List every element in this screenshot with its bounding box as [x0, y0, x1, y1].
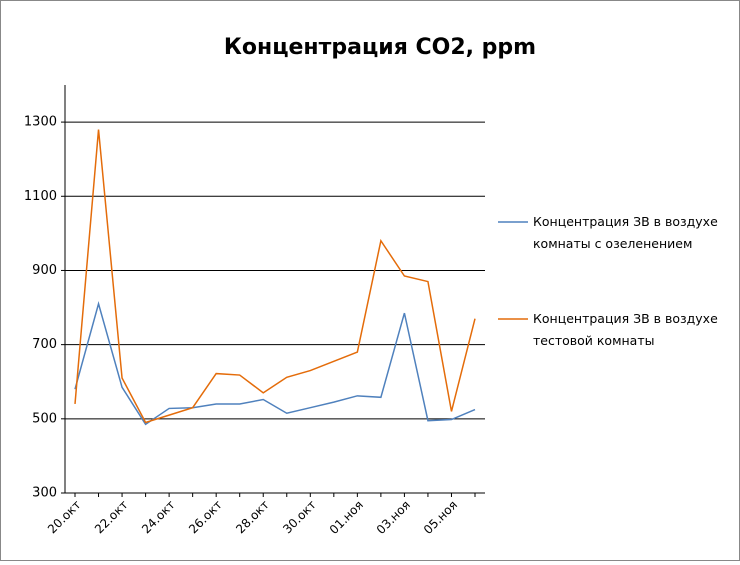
- legend-line: Концентрация ЗВ в воздухе: [533, 311, 718, 326]
- y-tick-label: 900: [32, 263, 57, 278]
- chart-title: Концентрация CO2, ppm: [224, 35, 536, 60]
- line-series: [74, 129, 476, 424]
- y-tick-label: 700: [32, 337, 57, 352]
- y-tick-label: 1100: [24, 189, 57, 204]
- legend-line: Концентрация ЗВ в воздухе: [533, 214, 718, 229]
- y-tick-label: 300: [32, 486, 57, 501]
- legend-line: тестовой комнаты: [533, 333, 655, 348]
- line-series: [74, 301, 476, 426]
- legend-line: комнаты с озеленением: [533, 236, 692, 251]
- y-tick-label: 1300: [24, 115, 57, 130]
- legend-label: Концентрация ЗВ в воздухе комнаты с озеле…: [533, 214, 718, 251]
- y-tick-label: 500: [32, 411, 57, 426]
- legend-label: Концентрация ЗВ в воздухе тестовой комнат…: [533, 311, 718, 348]
